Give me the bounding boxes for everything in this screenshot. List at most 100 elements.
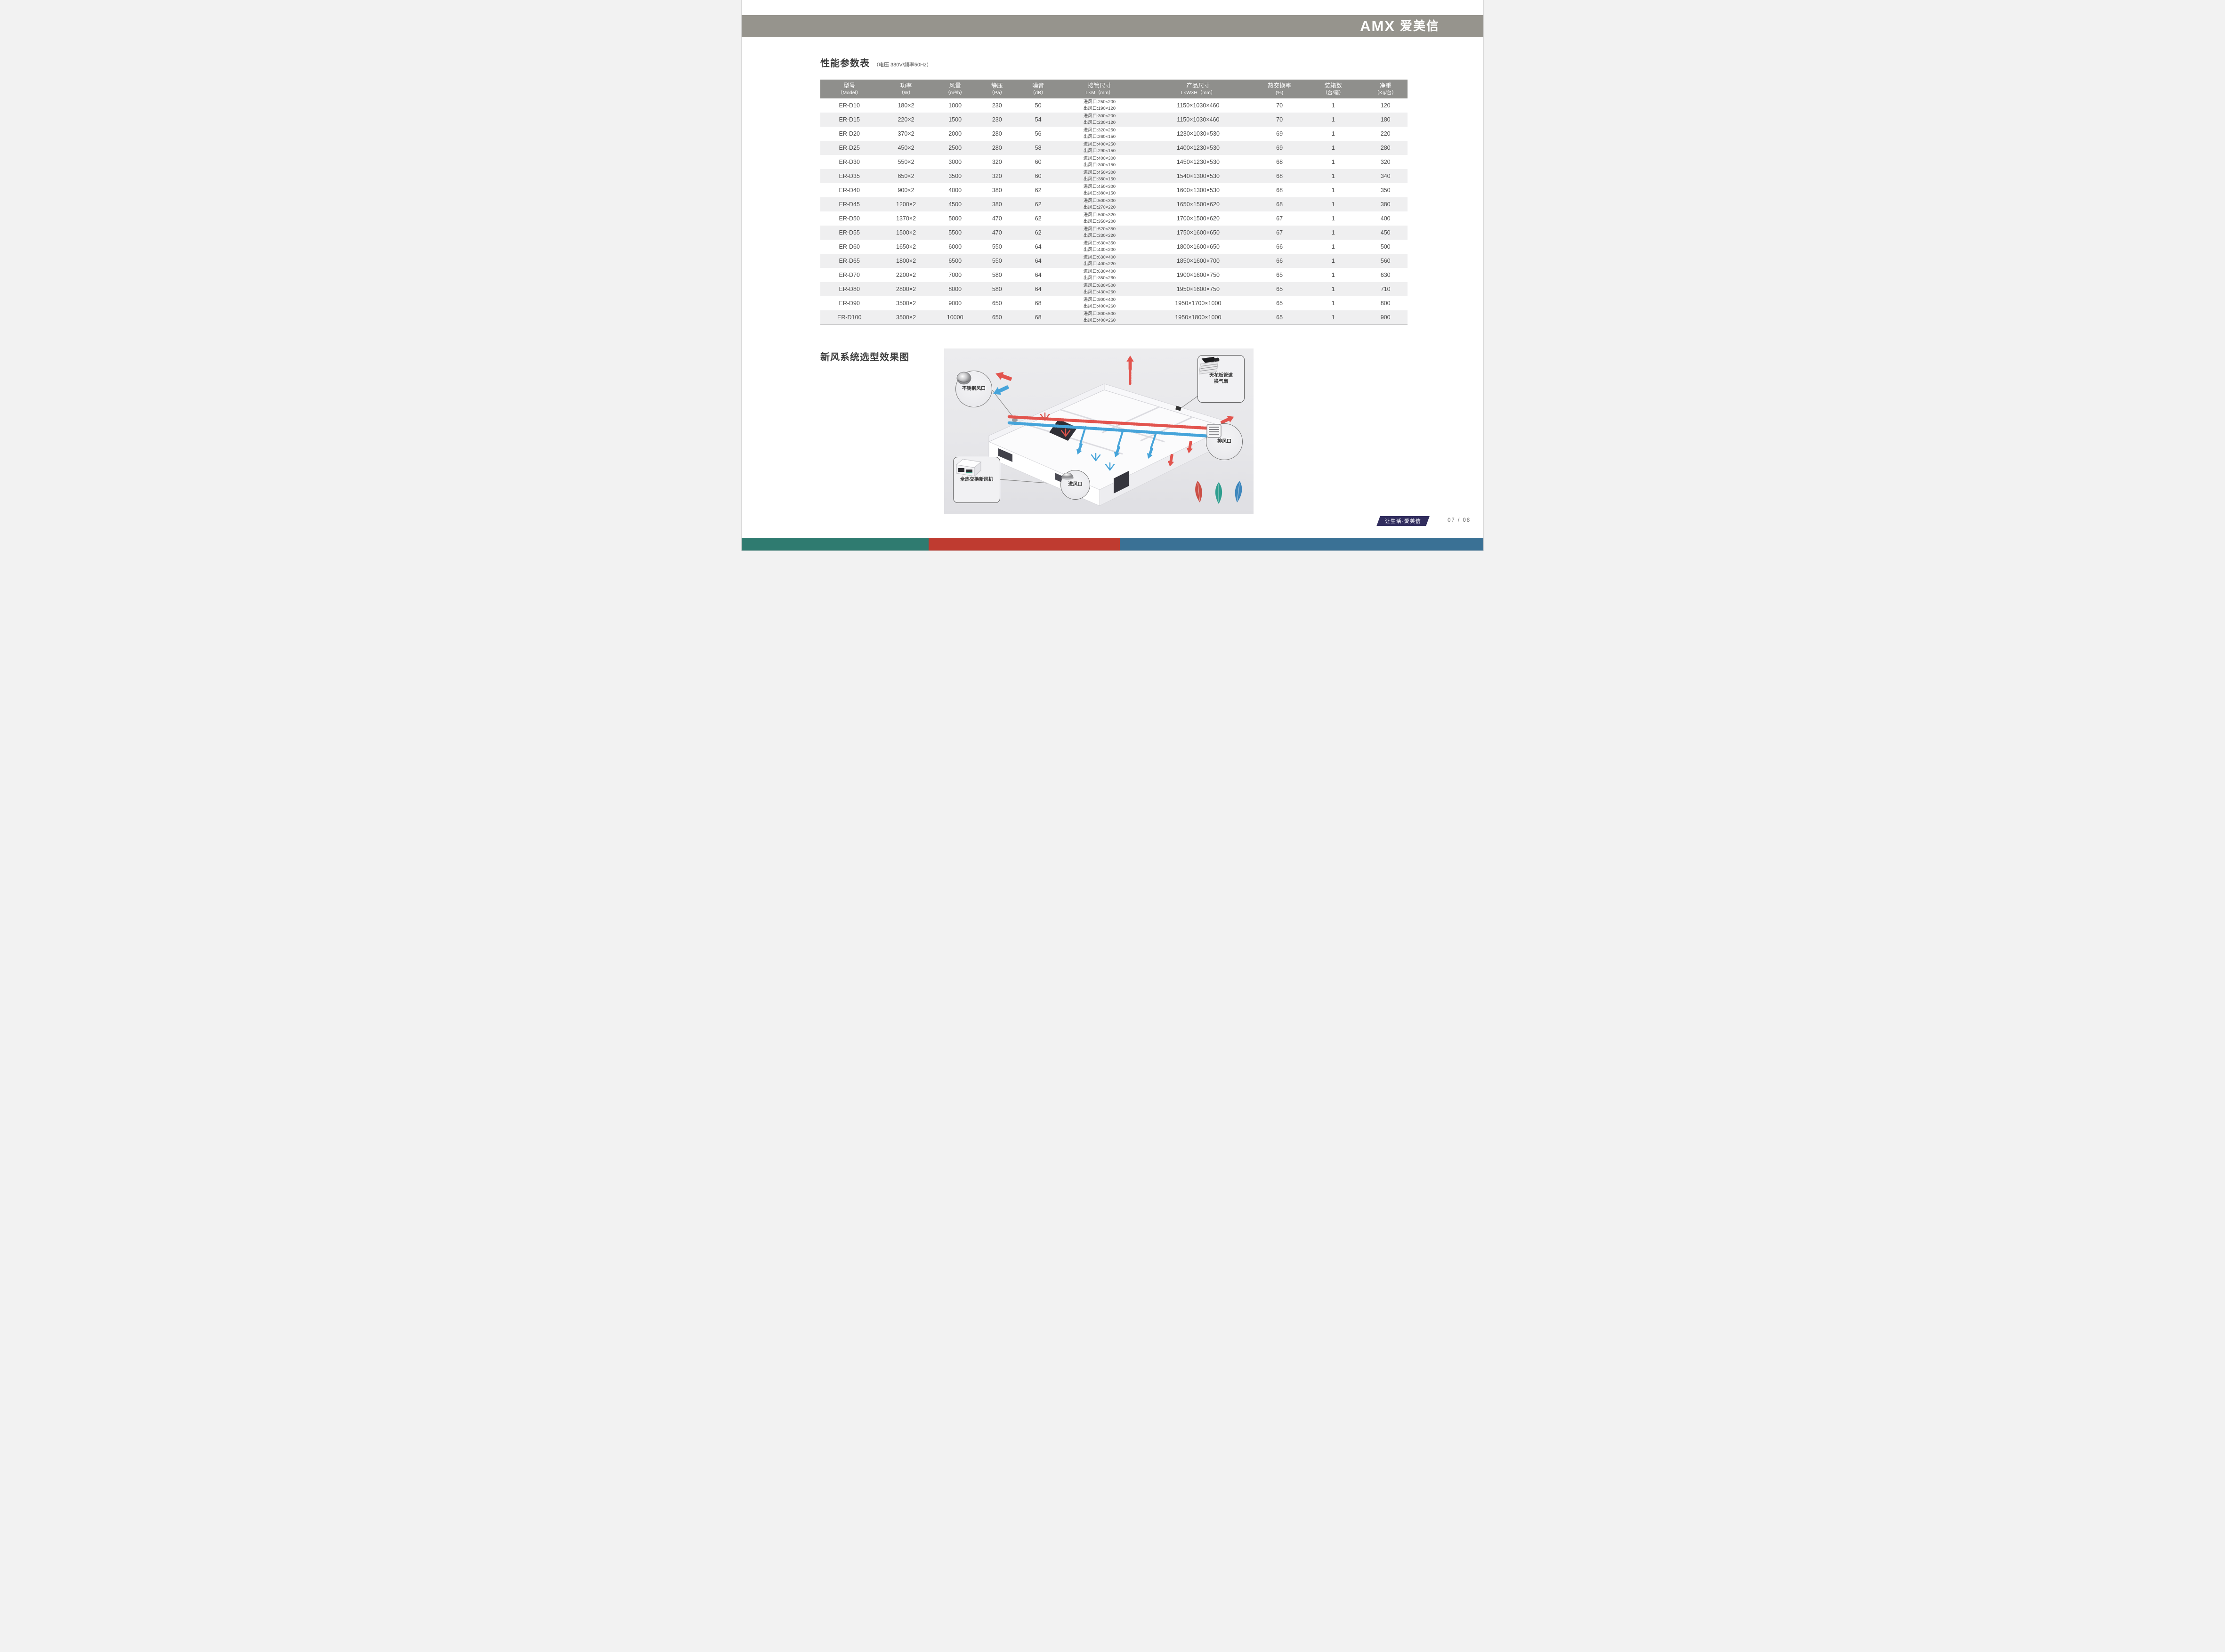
cell-qty-per-box: 1 [1331, 229, 1335, 236]
inlet-size: 进风口:520×350 [1083, 227, 1116, 232]
stainless-vent-icon [956, 372, 971, 385]
cell-airflow: 5000 [948, 215, 962, 222]
cell-duct-size: 进风口:500×320 出风口:350×200 [1059, 211, 1140, 226]
cell-static-pressure: 550 [992, 243, 1002, 250]
cell-static-pressure: 470 [992, 215, 1002, 222]
inlet-size: 进风口:800×400 [1083, 297, 1116, 303]
catalog-page: AMX 爱美信 性能参数表 （电压 380V/频率50Hz） 型号 （Model）… [741, 0, 1484, 551]
cell-exchange-rate: 69 [1276, 145, 1283, 151]
cell-model: ER-D40 [839, 187, 860, 194]
cell-model: ER-D100 [837, 314, 862, 321]
table-row: ER-D100 3500×2 10000 650 68 进风口:800×500 出风口:40… [820, 310, 1408, 325]
page-number: 07 / 08 [1448, 518, 1471, 523]
inlet-size: 进风口:400×300 [1083, 156, 1116, 162]
table-row: ER-D50 1370×2 5000 470 62 进风口:500×320 出风口:350×… [820, 211, 1408, 226]
cell-static-pressure: 550 [992, 258, 1002, 264]
cell-airflow: 2000 [948, 130, 962, 137]
cell-airflow: 9000 [948, 300, 962, 307]
cell-static-pressure: 380 [992, 201, 1002, 208]
outlet-size: 出风口:190×120 [1083, 106, 1116, 111]
leaf-teal [1215, 482, 1222, 504]
outlet-size: 出风口:300×150 [1083, 162, 1116, 168]
outlet-size: 出风口:400×260 [1083, 304, 1116, 309]
cell-net-weight: 710 [1380, 286, 1391, 292]
cell-qty-per-box: 1 [1331, 187, 1335, 194]
cell-static-pressure: 280 [992, 130, 1002, 137]
cell-exchange-rate: 70 [1276, 116, 1283, 123]
column-header: 风量 （m³/h） [933, 80, 977, 98]
cell-exchange-rate: 66 [1276, 243, 1283, 250]
cell-airflow: 6500 [948, 258, 962, 264]
cell-noise: 68 [1035, 300, 1042, 307]
cell-net-weight: 400 [1380, 215, 1391, 222]
cell-model: ER-D60 [839, 243, 860, 250]
cell-static-pressure: 280 [992, 145, 1002, 151]
door-opening [1114, 471, 1129, 494]
outlet-size: 出风口:270×220 [1083, 205, 1116, 210]
inlet-size: 进风口:450×300 [1083, 170, 1116, 176]
cell-static-pressure: 470 [992, 229, 1002, 236]
inlet-size: 进风口:630×500 [1083, 283, 1116, 289]
callout-stainless-vent: 不锈钢风口 [955, 371, 992, 407]
fresh-air-duct [1007, 421, 1211, 438]
cell-product-size: 1150×1030×460 [1177, 102, 1220, 109]
wall-vent [1012, 418, 1018, 422]
cell-net-weight: 180 [1380, 116, 1391, 123]
cell-qty-per-box: 1 [1331, 102, 1335, 109]
cell-power: 1500×2 [896, 229, 916, 236]
slogan-text: 让生活·爱美信 [1385, 518, 1421, 524]
cell-product-size: 1850×1600×700 [1176, 258, 1220, 264]
table-row: ER-D90 3500×2 9000 650 68 进风口:800×400 出风口:400×… [820, 296, 1408, 310]
table-row: ER-D80 2800×2 8000 580 64 进风口:630×500 出风口:430×… [820, 282, 1408, 296]
cell-qty-per-box: 1 [1331, 201, 1335, 208]
cell-net-weight: 350 [1380, 187, 1391, 194]
callout-label: 全热交换新风机 [960, 477, 993, 482]
column-header: 装箱数 （台/箱） [1303, 80, 1364, 98]
cell-duct-size: 进风口:320×250 出风口:260×150 [1059, 127, 1140, 141]
cell-exchange-rate: 68 [1276, 159, 1283, 165]
cell-net-weight: 630 [1380, 272, 1391, 278]
logo-chinese-text: 爱美信 [1400, 19, 1440, 33]
callout-label: 进风口 [1068, 482, 1083, 487]
cell-airflow: 3500 [948, 173, 962, 179]
cell-static-pressure: 380 [992, 187, 1002, 194]
cell-qty-per-box: 1 [1331, 173, 1335, 179]
cell-model: ER-D65 [839, 258, 860, 264]
ventilation-diagram: 不锈钢风口 天花板管道 换气扇 [944, 348, 1254, 514]
inlet-size: 进风口:630×350 [1083, 241, 1116, 246]
cell-model: ER-D35 [839, 173, 860, 179]
cell-noise: 58 [1035, 145, 1042, 151]
cell-exchange-rate: 68 [1276, 187, 1283, 194]
outlet-size: 出风口:290×150 [1083, 148, 1116, 154]
column-header: 热交换率 (%) [1256, 80, 1303, 98]
cell-duct-size: 进风口:800×400 出风口:400×260 [1059, 296, 1140, 310]
table-section-subtitle: （电压 380V/频率50Hz） [874, 62, 932, 68]
cell-airflow: 4000 [948, 187, 962, 194]
cell-net-weight: 380 [1380, 201, 1391, 208]
cell-noise: 60 [1035, 173, 1042, 179]
cell-noise: 64 [1035, 286, 1042, 292]
spec-table: 型号 （Model） 功率 （W） 风量 （m³/h） 静压 （Pa） 噪音 （dB） 接管尺寸 L×… [820, 80, 1408, 325]
cell-exchange-rate: 69 [1276, 130, 1283, 137]
cell-power: 550×2 [898, 159, 914, 165]
cell-qty-per-box: 1 [1331, 300, 1335, 307]
outlet-size: 出风口:260×150 [1083, 134, 1116, 139]
cell-product-size: 1600×1300×530 [1176, 187, 1220, 194]
cell-noise: 62 [1035, 229, 1042, 236]
cell-net-weight: 800 [1380, 300, 1391, 307]
cell-product-size: 1950×1600×750 [1176, 286, 1220, 292]
inlet-size: 进风口:500×320 [1083, 212, 1116, 218]
cell-net-weight: 340 [1380, 173, 1391, 179]
column-header: 噪音 （dB） [1017, 80, 1059, 98]
inlet-size: 进风口:450×300 [1083, 184, 1116, 190]
diagram-section-title: 新风系统选型效果图 [820, 352, 909, 363]
cell-exchange-rate: 67 [1276, 215, 1283, 222]
cell-product-size: 1900×1600×750 [1176, 272, 1220, 278]
callout-label: 排风口 [1217, 438, 1231, 444]
cell-product-size: 1700×1500×620 [1176, 215, 1220, 222]
ceiling-fan-on-roof [1175, 405, 1181, 411]
cell-noise: 62 [1035, 187, 1042, 194]
cell-net-weight: 320 [1380, 159, 1391, 165]
cell-noise: 62 [1035, 201, 1042, 208]
inlet-size: 进风口:300×200 [1083, 113, 1116, 119]
